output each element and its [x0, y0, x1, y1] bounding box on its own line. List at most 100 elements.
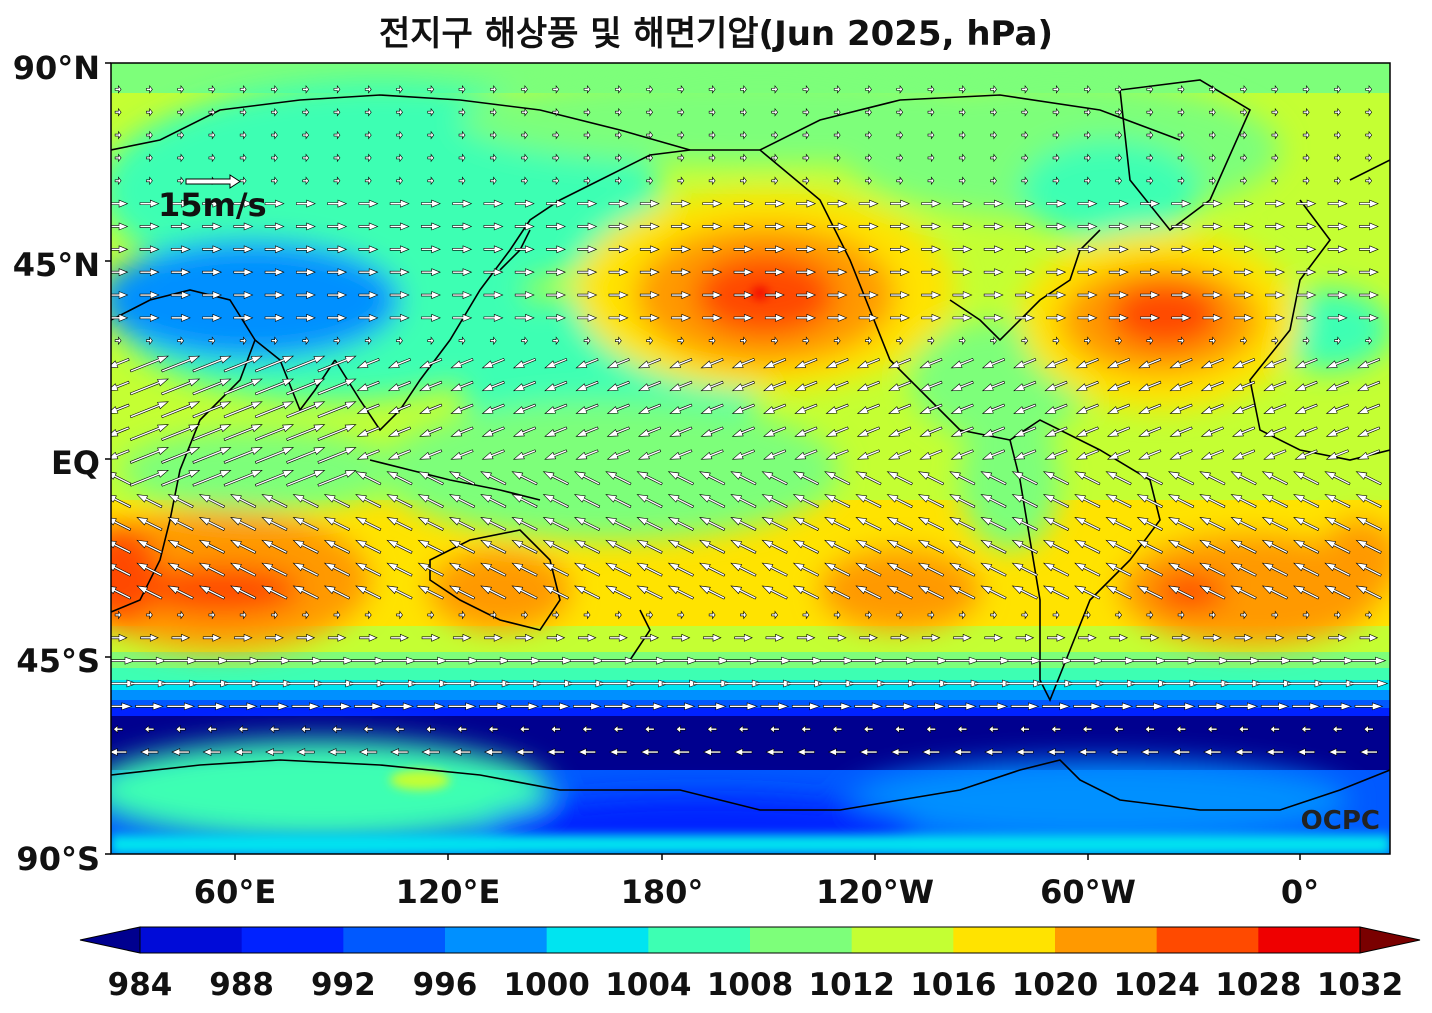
wind-arrow	[413, 656, 449, 665]
wind-arrow	[1177, 153, 1185, 163]
wind-arrow	[919, 449, 943, 460]
wind-arrow	[552, 153, 560, 163]
wind-arrow	[764, 199, 785, 208]
colorbar-extend-min	[79, 926, 141, 954]
wind-arrow	[1349, 679, 1389, 688]
wind-arrow	[1209, 336, 1216, 346]
wind-arrow	[615, 153, 622, 163]
wind-arrow	[452, 222, 473, 231]
wind-arrow	[730, 585, 757, 600]
wind-arrow	[608, 748, 628, 757]
wind-arrow	[800, 725, 811, 734]
wind-arrow	[1265, 268, 1286, 277]
wind-arrow	[197, 702, 227, 711]
wind-arrow	[417, 539, 444, 554]
wind-arrow	[380, 679, 420, 688]
wind-arrow	[1136, 562, 1163, 577]
wind-arrow	[771, 153, 779, 163]
wind-arrow	[512, 403, 537, 414]
wind-arrow	[474, 679, 513, 688]
wind-arrow	[327, 633, 347, 642]
wind-arrow	[824, 562, 851, 577]
wind-arrow	[1177, 107, 1185, 117]
wind-arrow	[132, 656, 168, 665]
wind-arrow	[1084, 153, 1091, 163]
wind-arrow	[601, 656, 637, 665]
wind-arrow	[327, 748, 346, 757]
wind-arrow	[458, 176, 466, 186]
colorbar-segment	[953, 927, 1056, 953]
wind-arrow	[317, 447, 357, 464]
wind-arrow	[1302, 130, 1310, 140]
wind-arrow	[1011, 562, 1038, 577]
wind-arrow	[1176, 725, 1186, 734]
wind-arrow	[708, 107, 716, 117]
colorbar-segment	[546, 927, 649, 953]
wind-arrow	[271, 336, 278, 346]
wind-arrow	[949, 471, 976, 486]
wind-arrow	[1011, 516, 1038, 531]
wind-arrow	[575, 449, 599, 460]
wind-arrow	[452, 313, 473, 322]
wind-arrow	[202, 291, 223, 299]
wind-arrow	[1357, 380, 1381, 392]
wind-arrow	[919, 426, 943, 437]
wind-arrow	[1231, 449, 1256, 460]
colorbar-label: 1024	[1114, 967, 1200, 1003]
wind-arrow	[730, 562, 757, 577]
wind-arrow	[731, 449, 755, 460]
wind-arrow	[427, 130, 435, 140]
wind-arrow	[177, 130, 185, 140]
wind-arrow	[740, 130, 747, 140]
wind-arrow	[514, 199, 535, 208]
wind-arrow	[1296, 313, 1317, 322]
wind-arrow	[583, 176, 591, 186]
wind-arrow	[646, 610, 653, 620]
wind-arrow	[417, 494, 444, 509]
wind-arrow	[239, 153, 247, 163]
wind-arrow	[323, 516, 351, 531]
wind-arrow	[448, 702, 477, 711]
wind-arrow	[1105, 562, 1132, 577]
wind-arrow	[824, 471, 851, 486]
wind-arrow	[387, 449, 412, 460]
wind-arrow	[515, 748, 534, 757]
wind-arrow	[677, 153, 685, 163]
wind-arrow	[573, 471, 601, 486]
wind-arrow	[1199, 471, 1226, 486]
wind-arrow	[1233, 199, 1254, 208]
wind-arrow	[511, 539, 538, 554]
wind-arrow	[233, 222, 254, 231]
wind-arrow	[677, 130, 685, 140]
wind-arrow	[865, 130, 872, 140]
wind-arrow	[856, 357, 880, 369]
wind-arrow	[1261, 585, 1289, 600]
wind-arrow	[202, 199, 223, 208]
wind-arrow	[802, 176, 810, 186]
wind-arrow	[865, 176, 872, 186]
wind-arrow	[192, 469, 232, 487]
wind-arrow	[489, 176, 497, 186]
wind-arrow	[177, 610, 185, 620]
wind-arrow	[608, 222, 629, 231]
wind-arrow	[1294, 357, 1318, 369]
wind-arrow	[333, 176, 341, 186]
wind-arrow	[387, 403, 412, 414]
wind-arrow	[1015, 291, 1035, 299]
wind-arrow	[1233, 313, 1254, 322]
wind-arrow	[1296, 748, 1316, 757]
wind-arrow	[1240, 130, 1248, 140]
wind-arrow	[640, 633, 660, 642]
wind-arrow	[358, 222, 379, 231]
wind-arrow	[1177, 130, 1185, 140]
wind-arrow	[421, 222, 441, 231]
wind-arrow	[671, 199, 692, 208]
wind-arrow	[292, 494, 319, 509]
wind-arrow	[763, 380, 787, 392]
wind-arrow	[111, 748, 128, 757]
wind-arrow	[820, 656, 855, 665]
wind-arrow	[1297, 633, 1316, 642]
wind-arrow	[856, 426, 880, 437]
wind-arrow	[1042, 562, 1070, 577]
wind-arrow	[703, 633, 722, 642]
